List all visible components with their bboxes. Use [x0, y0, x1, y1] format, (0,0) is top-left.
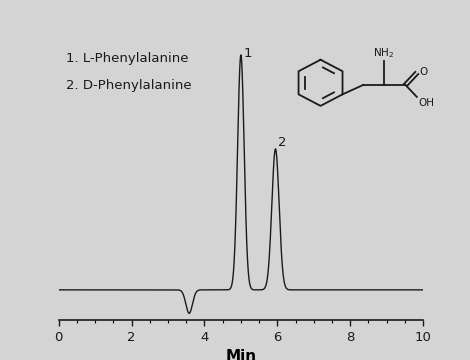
Text: O: O	[419, 67, 427, 77]
Text: OH: OH	[418, 98, 434, 108]
Text: 1: 1	[243, 47, 252, 60]
X-axis label: Min: Min	[225, 349, 257, 360]
Text: 2: 2	[278, 136, 287, 149]
Text: 1. L-Phenylalanine: 1. L-Phenylalanine	[66, 51, 188, 64]
Text: NH$_2$: NH$_2$	[373, 46, 394, 60]
Text: 2. D-Phenylalanine: 2. D-Phenylalanine	[66, 79, 192, 92]
